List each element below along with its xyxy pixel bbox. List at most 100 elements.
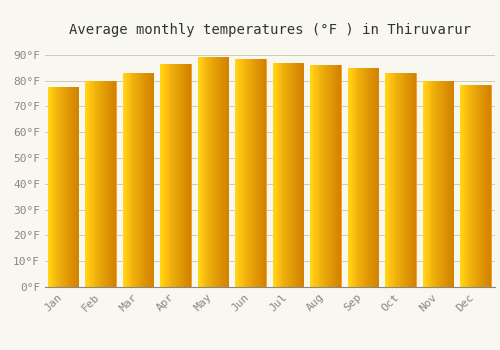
Bar <box>226 57 228 287</box>
Bar <box>273 63 274 287</box>
Bar <box>59 87 60 287</box>
Bar <box>74 87 76 287</box>
Bar <box>63 87 64 287</box>
Bar <box>400 73 402 287</box>
Bar <box>216 57 218 287</box>
Bar <box>362 68 364 287</box>
Bar <box>96 81 98 287</box>
Bar <box>254 59 255 287</box>
Bar <box>296 63 298 287</box>
Bar <box>476 85 477 287</box>
Bar <box>107 81 108 287</box>
Bar <box>405 73 406 287</box>
Bar <box>256 59 257 287</box>
Bar <box>408 73 409 287</box>
Bar <box>274 63 304 287</box>
Bar <box>427 81 428 287</box>
Bar <box>412 73 413 287</box>
Bar <box>198 57 229 287</box>
Bar <box>103 81 104 287</box>
Bar <box>444 81 446 287</box>
Bar <box>358 68 359 287</box>
Bar <box>436 81 437 287</box>
Bar <box>152 73 154 287</box>
Bar <box>206 57 207 287</box>
Bar <box>425 81 426 287</box>
Bar <box>220 57 222 287</box>
Bar <box>162 64 164 287</box>
Bar <box>439 81 440 287</box>
Bar <box>428 81 429 287</box>
Bar <box>480 85 481 287</box>
Bar <box>66 87 68 287</box>
Bar <box>479 85 480 287</box>
Bar <box>392 73 394 287</box>
Bar <box>136 73 137 287</box>
Bar <box>485 85 486 287</box>
Bar <box>135 73 136 287</box>
Bar <box>490 85 491 287</box>
Bar <box>302 63 304 287</box>
Bar <box>474 85 476 287</box>
Bar <box>448 81 450 287</box>
Bar <box>170 64 172 287</box>
Bar <box>446 81 448 287</box>
Bar <box>255 59 256 287</box>
Bar <box>179 64 180 287</box>
Bar <box>134 73 135 287</box>
Bar <box>354 68 355 287</box>
Bar <box>438 81 440 287</box>
Bar <box>190 64 191 287</box>
Bar <box>298 63 300 287</box>
Bar <box>172 64 174 287</box>
Bar <box>130 73 131 287</box>
Bar <box>94 81 96 287</box>
Bar <box>359 68 360 287</box>
Bar <box>123 73 124 287</box>
Bar <box>132 73 133 287</box>
Bar <box>433 81 434 287</box>
Bar <box>98 81 100 287</box>
Bar <box>246 59 248 287</box>
Bar <box>386 73 388 287</box>
Bar <box>100 81 101 287</box>
Bar <box>168 64 170 287</box>
Bar <box>288 63 290 287</box>
Bar <box>262 59 263 287</box>
Bar <box>187 64 188 287</box>
Bar <box>330 65 331 287</box>
Bar <box>72 87 74 287</box>
Bar <box>108 81 109 287</box>
Bar <box>209 57 210 287</box>
Bar <box>429 81 430 287</box>
Bar <box>86 81 117 287</box>
Bar <box>483 85 484 287</box>
Bar <box>236 59 238 287</box>
Bar <box>390 73 392 287</box>
Bar <box>461 85 492 287</box>
Bar <box>53 87 54 287</box>
Bar <box>105 81 106 287</box>
Bar <box>261 59 262 287</box>
Bar <box>188 64 189 287</box>
Bar <box>316 65 318 287</box>
Bar <box>139 73 140 287</box>
Bar <box>60 87 61 287</box>
Bar <box>52 87 53 287</box>
Bar <box>183 64 184 287</box>
Bar <box>124 73 125 287</box>
Bar <box>125 73 126 287</box>
Bar <box>333 65 334 287</box>
Bar <box>204 57 205 287</box>
Bar <box>90 81 92 287</box>
Bar <box>86 81 88 287</box>
Bar <box>476 85 478 287</box>
Bar <box>205 57 206 287</box>
Bar <box>324 65 326 287</box>
Bar <box>472 85 474 287</box>
Bar <box>48 87 49 287</box>
Bar <box>102 81 103 287</box>
Bar <box>126 73 127 287</box>
Bar <box>129 73 130 287</box>
Bar <box>76 87 78 287</box>
